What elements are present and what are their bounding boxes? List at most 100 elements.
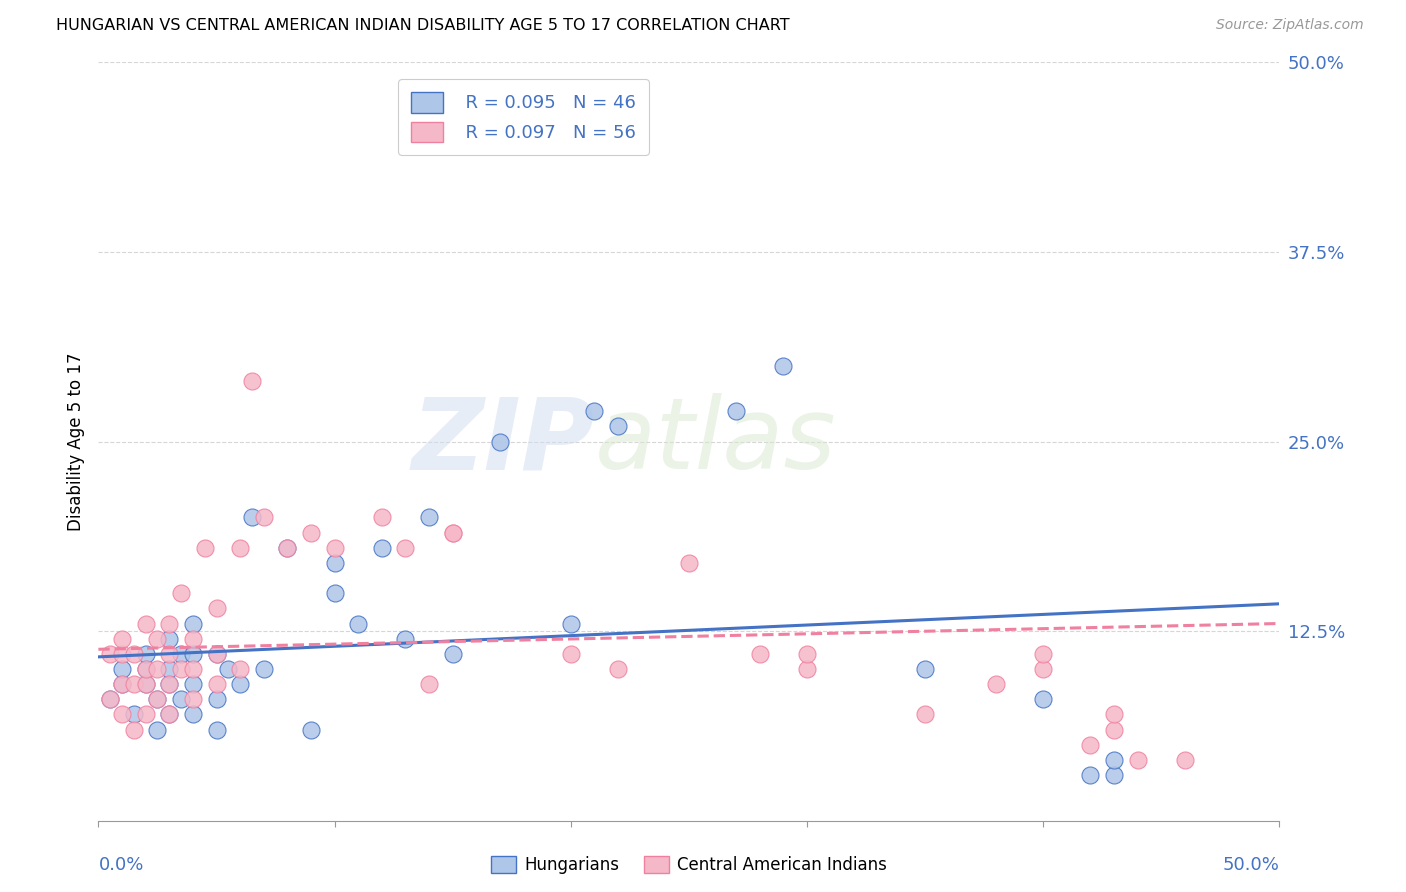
Point <box>98 692 121 706</box>
Point <box>229 677 252 691</box>
Point <box>111 632 134 646</box>
Point <box>560 647 582 661</box>
Point <box>122 677 145 691</box>
Point <box>111 677 134 691</box>
Point <box>678 556 700 570</box>
Point <box>1032 692 1054 706</box>
Point <box>229 662 252 676</box>
Point <box>418 677 440 691</box>
Point <box>323 541 346 555</box>
Point <box>1174 753 1197 767</box>
Point <box>1080 768 1102 782</box>
Point <box>240 374 263 388</box>
Point <box>394 632 416 646</box>
Point <box>253 662 276 676</box>
Point <box>157 707 180 722</box>
Point <box>157 632 180 646</box>
Point <box>725 404 748 418</box>
Point <box>135 662 157 676</box>
Point <box>135 677 157 691</box>
Point <box>441 647 464 661</box>
Text: atlas: atlas <box>595 393 837 490</box>
Point <box>347 616 370 631</box>
Point <box>181 632 204 646</box>
Point <box>394 541 416 555</box>
Point <box>111 707 134 722</box>
Point <box>276 541 298 555</box>
Text: 50.0%: 50.0% <box>1223 855 1279 873</box>
Point <box>1102 768 1125 782</box>
Point <box>122 707 145 722</box>
Y-axis label: Disability Age 5 to 17: Disability Age 5 to 17 <box>66 352 84 531</box>
Point <box>157 707 180 722</box>
Point <box>607 419 630 434</box>
Point <box>253 510 276 524</box>
Point <box>796 647 818 661</box>
Point <box>1080 738 1102 752</box>
Point <box>205 647 228 661</box>
Text: Source: ZipAtlas.com: Source: ZipAtlas.com <box>1216 18 1364 32</box>
Point <box>157 677 180 691</box>
Text: ZIP: ZIP <box>412 393 595 490</box>
Point <box>111 647 134 661</box>
Text: 0.0%: 0.0% <box>98 855 143 873</box>
Point <box>748 647 770 661</box>
Point <box>914 662 936 676</box>
Point <box>181 662 204 676</box>
Point <box>1032 662 1054 676</box>
Point <box>1032 647 1054 661</box>
Point <box>146 662 169 676</box>
Point <box>299 723 322 737</box>
Point <box>135 662 157 676</box>
Point <box>146 692 169 706</box>
Point <box>772 359 794 373</box>
Point <box>583 404 606 418</box>
Point <box>229 541 252 555</box>
Point <box>418 510 440 524</box>
Point <box>240 510 263 524</box>
Point <box>157 647 180 661</box>
Point <box>323 586 346 600</box>
Point <box>170 647 193 661</box>
Point <box>1102 723 1125 737</box>
Point <box>146 632 169 646</box>
Point <box>111 662 134 676</box>
Point <box>371 541 394 555</box>
Point <box>205 647 228 661</box>
Point <box>489 434 512 449</box>
Point <box>122 647 145 661</box>
Point <box>276 541 298 555</box>
Point <box>441 525 464 540</box>
Point <box>135 677 157 691</box>
Point <box>135 616 157 631</box>
Point <box>157 677 180 691</box>
Point <box>122 723 145 737</box>
Point <box>111 677 134 691</box>
Point <box>205 601 228 615</box>
Point <box>984 677 1007 691</box>
Point <box>157 616 180 631</box>
Legend: Hungarians, Central American Indians: Hungarians, Central American Indians <box>484 849 894 880</box>
Point <box>323 556 346 570</box>
Point <box>796 662 818 676</box>
Point <box>146 692 169 706</box>
Point <box>441 525 464 540</box>
Point <box>135 707 157 722</box>
Point <box>299 525 322 540</box>
Point <box>181 707 204 722</box>
Point <box>205 692 228 706</box>
Point <box>560 616 582 631</box>
Point <box>135 647 157 661</box>
Point <box>98 647 121 661</box>
Point <box>217 662 239 676</box>
Point <box>205 677 228 691</box>
Point <box>170 586 193 600</box>
Point <box>181 616 204 631</box>
Point <box>157 662 180 676</box>
Point <box>170 692 193 706</box>
Point <box>194 541 217 555</box>
Point <box>98 692 121 706</box>
Point <box>181 677 204 691</box>
Point <box>181 692 204 706</box>
Point <box>181 647 204 661</box>
